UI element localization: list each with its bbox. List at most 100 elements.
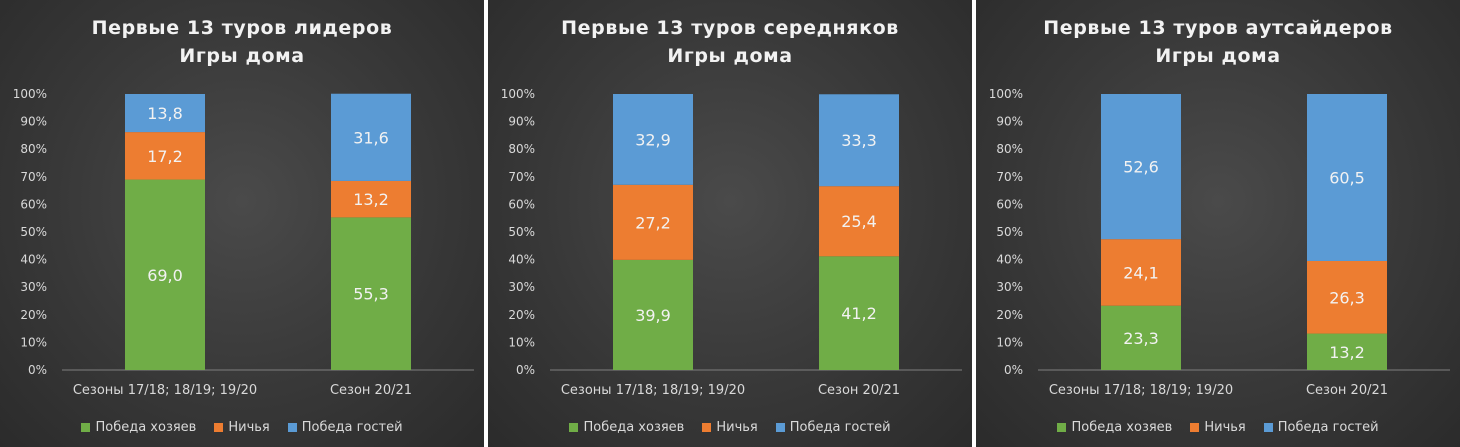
- y-tick-label: 20%: [20, 308, 47, 322]
- data-label: 33,3: [841, 131, 877, 150]
- y-tick-label: 100%: [501, 87, 535, 101]
- legend-item-draw: Ничья: [702, 419, 758, 435]
- bar-segment-home-win: [613, 259, 693, 370]
- data-label: 27,2: [635, 213, 671, 232]
- x-category-label: Сезоны 17/18; 18/19; 19/20: [73, 383, 257, 398]
- chart-legend: Победа хозяев Ничья Победа гостей: [976, 418, 1460, 436]
- bar-segment-home-win: [1307, 333, 1387, 370]
- bar-segment-draw: [125, 132, 205, 180]
- y-tick-label: 60%: [508, 197, 535, 211]
- y-tick-label: 70%: [508, 170, 535, 184]
- legend-label-draw: Ничья: [1204, 419, 1246, 435]
- stacked-bar-chart: 0% 10% 20% 30% 40% 50% 60% 70% 80% 90% 100% 23,3 24,…: [989, 87, 1450, 398]
- data-label: 32,9: [635, 130, 671, 149]
- y-tick-label: 80%: [508, 142, 535, 156]
- y-tick-label: 10%: [996, 335, 1023, 349]
- y-tick-label: 60%: [996, 197, 1023, 211]
- data-label: 55,3: [353, 285, 389, 304]
- chart-legend: Победа хозяев Ничья Победа гостей: [0, 418, 484, 436]
- data-label: 13,2: [353, 190, 389, 209]
- chart-title: Первые 13 туров лидеров Игры дома: [0, 14, 484, 70]
- data-label: 60,5: [1329, 168, 1365, 187]
- bar-segment-draw: [331, 180, 411, 218]
- chart-panel-leaders: Первые 13 туров лидеров Игры дома 0% 10% 2…: [0, 0, 484, 447]
- y-tick-label: 30%: [996, 280, 1023, 294]
- y-tick-label: 0%: [28, 363, 47, 377]
- y-tick-label: 50%: [508, 225, 535, 239]
- y-tick-label: 10%: [20, 335, 47, 349]
- y-tick-label: 40%: [996, 253, 1023, 267]
- legend-item-home-win: Победа хозяев: [569, 420, 684, 435]
- legend-label-away-win: Победа гостей: [1277, 419, 1379, 435]
- data-label: 39,9: [635, 306, 671, 325]
- chart-title-line-1: Первые 13 туров середняков: [561, 17, 899, 39]
- chart-title-line-1: Первые 13 туров аутсайдеров: [1043, 17, 1393, 39]
- y-tick-label: 90%: [996, 115, 1023, 129]
- y-tick-label: 90%: [508, 115, 535, 129]
- data-label: 23,3: [1123, 329, 1159, 348]
- data-label: 26,3: [1329, 288, 1365, 307]
- legend-item-home-win: Победа хозяев: [81, 420, 196, 435]
- x-category-label: Сезоны 17/18; 18/19; 19/20: [561, 383, 745, 398]
- chart-title-line-2: Игры дома: [179, 45, 305, 67]
- legend-label-draw: Ничья: [228, 419, 270, 435]
- legend-swatch-away-win: [775, 422, 785, 432]
- y-tick-label: 20%: [508, 308, 535, 322]
- data-label: 25,4: [841, 212, 877, 231]
- chart-panel-middle: Первые 13 туров середняков Игры дома 0% 1…: [488, 0, 972, 447]
- y-tick-label: 90%: [20, 115, 47, 129]
- y-tick-label: 30%: [508, 280, 535, 294]
- y-tick-label: 100%: [13, 87, 47, 101]
- y-tick-label: 70%: [996, 170, 1023, 184]
- bar-segment-home-win: [331, 217, 411, 370]
- bar-segment-home-win: [819, 256, 899, 370]
- data-label: 52,6: [1123, 158, 1159, 177]
- legend-swatch-away-win: [287, 422, 297, 432]
- chart-legend: Победа хозяев Ничья Победа гостей: [488, 418, 972, 436]
- y-tick-label: 50%: [20, 225, 47, 239]
- y-tick-label: 100%: [989, 87, 1023, 101]
- legend-label-home-win: Победа хозяев: [1071, 419, 1173, 435]
- y-tick-label: 80%: [20, 142, 47, 156]
- data-label: 13,2: [1329, 343, 1365, 362]
- chart-panel-outsiders: Первые 13 туров аутсайдеров Игры дома 0%…: [976, 0, 1460, 447]
- legend-label-away-win: Победа гостей: [301, 419, 403, 435]
- chart-title-line-2: Игры дома: [1155, 45, 1281, 67]
- bar-segment-away-win: [1307, 94, 1387, 261]
- legend-label-away-win: Победа гостей: [789, 419, 891, 435]
- bar-segment-away-win: [331, 93, 411, 181]
- y-tick-label: 0%: [516, 363, 535, 377]
- data-label: 24,1: [1123, 263, 1159, 282]
- y-tick-label: 20%: [996, 308, 1023, 322]
- bar-segment-draw: [1307, 260, 1387, 334]
- legend-swatch-home-win: [81, 422, 91, 432]
- y-tick-label: 10%: [508, 335, 535, 349]
- legend-item-away-win: Победа гостей: [287, 419, 403, 435]
- legend-swatch-home-win: [1057, 422, 1067, 432]
- x-category-label: Сезон 20/21: [818, 383, 900, 398]
- legend-label-draw: Ничья: [716, 419, 758, 435]
- data-label: 17,2: [147, 147, 183, 166]
- stacked-bar-chart: 0% 10% 20% 30% 40% 50% 60% 70% 80% 90% 100% 39,9 27,…: [501, 87, 962, 398]
- y-tick-label: 40%: [20, 253, 47, 267]
- bar-segment-away-win: [819, 94, 899, 187]
- y-tick-label: 80%: [996, 142, 1023, 156]
- y-tick-label: 70%: [20, 170, 47, 184]
- data-label: 13,8: [147, 104, 183, 123]
- bar-segment-away-win: [1101, 94, 1181, 240]
- bar-segment-away-win: [125, 94, 205, 133]
- legend-item-draw: Ничья: [214, 419, 270, 435]
- legend-swatch-away-win: [1263, 422, 1273, 432]
- x-category-label: Сезон 20/21: [330, 383, 412, 398]
- chart-title-line-2: Игры дома: [667, 45, 793, 67]
- legend-swatch-draw: [702, 422, 712, 432]
- y-tick-label: 40%: [508, 253, 535, 267]
- stacked-bar-chart: 0% 10% 20% 30% 40% 50% 60% 70% 80% 90% 100% 69,0 17,…: [13, 87, 474, 398]
- chart-title: Первые 13 туров середняков Игры дома: [488, 14, 972, 70]
- legend-swatch-home-win: [569, 422, 579, 432]
- legend-item-away-win: Победа гостей: [775, 419, 891, 435]
- legend-item-draw: Ничья: [1190, 419, 1246, 435]
- legend-item-home-win: Победа хозяев: [1057, 420, 1172, 435]
- data-label: 31,6: [353, 128, 389, 147]
- bar-segment-home-win: [125, 179, 205, 370]
